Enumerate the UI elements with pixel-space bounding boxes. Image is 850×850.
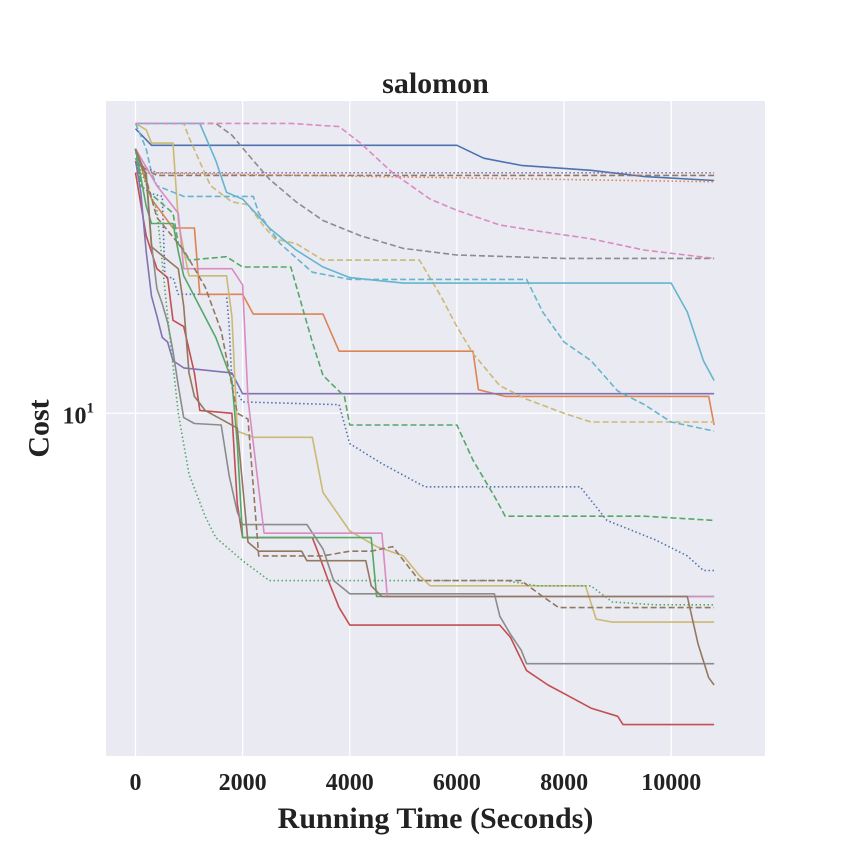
x-tick-label: 10000 bbox=[641, 770, 701, 796]
series-layer bbox=[134, 122, 715, 726]
series-line-21 bbox=[134, 148, 715, 609]
x-tick-label: 2000 bbox=[219, 770, 267, 796]
series-line-8 bbox=[134, 157, 715, 665]
y-tick-label: 101 bbox=[63, 400, 95, 429]
grid-lines bbox=[106, 101, 765, 756]
x-tick-label: 6000 bbox=[433, 770, 481, 796]
series-line-12 bbox=[135, 122, 715, 381]
series-line-20 bbox=[134, 148, 715, 686]
series-line-1 bbox=[134, 128, 715, 182]
series-line-4 bbox=[135, 162, 715, 177]
x-axis-label: Running Time (Seconds) bbox=[278, 802, 594, 835]
series-line-14 bbox=[134, 148, 715, 598]
series-line-7 bbox=[134, 160, 715, 395]
x-tick-label: 4000 bbox=[326, 770, 374, 796]
series-line-6 bbox=[134, 172, 715, 726]
series-line-10 bbox=[135, 122, 715, 623]
y-axis-ticks: 101 bbox=[63, 400, 95, 429]
y-axis-label: Cost bbox=[23, 399, 56, 457]
series-line-11 bbox=[135, 122, 715, 423]
x-axis-ticks: 0 2000 4000 6000 8000 10000 bbox=[129, 770, 701, 796]
series-line-5 bbox=[135, 172, 715, 183]
series-line-15 bbox=[134, 148, 715, 522]
plot-area bbox=[106, 101, 765, 756]
series-line-19 bbox=[135, 122, 715, 260]
x-tick-label: 0 bbox=[129, 770, 141, 796]
chart-title: salomon bbox=[382, 67, 489, 100]
x-tick-label: 8000 bbox=[540, 770, 588, 796]
series-line-9 bbox=[135, 122, 715, 260]
